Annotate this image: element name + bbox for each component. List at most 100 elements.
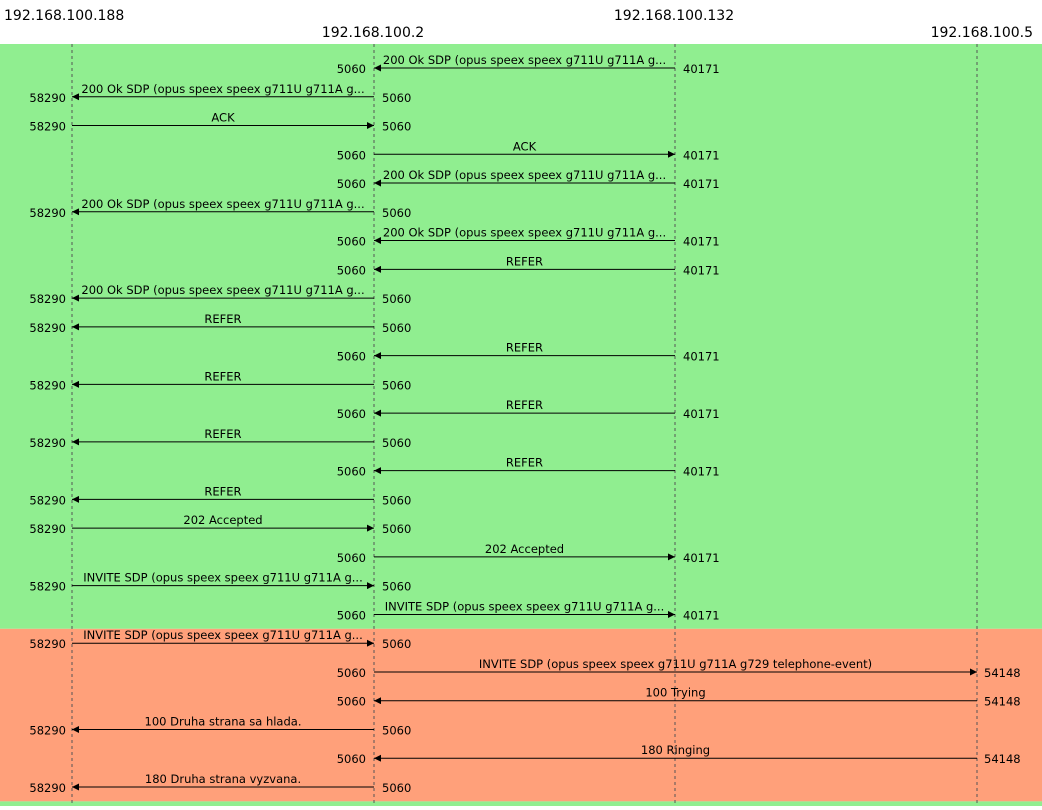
message-label: 180 Druha strana vyzvana. xyxy=(145,772,301,786)
message-row: 200 Ok SDP (opus speex speex g711U g711A… xyxy=(29,283,411,306)
message-row: 100 Trying 54148 5060 xyxy=(337,686,1021,709)
salmon-band xyxy=(0,628,1042,802)
port-label: 5060 xyxy=(337,407,366,421)
port-label: 58290 xyxy=(29,723,66,737)
port-label: 5060 xyxy=(382,493,411,507)
port-label: 5060 xyxy=(382,637,411,651)
message-row: 180 Ringing 54148 5060 xyxy=(337,743,1021,766)
message-label: 100 Druha strana sa hlada. xyxy=(145,714,302,728)
message-row: REFER 40171 5060 xyxy=(337,456,720,479)
port-label: 40171 xyxy=(683,62,720,76)
message-row: 180 Druha strana vyzvana. 5060 58290 xyxy=(29,772,411,795)
port-label: 5060 xyxy=(382,321,411,335)
port-label: 5060 xyxy=(337,608,366,622)
port-label: 58290 xyxy=(29,292,66,306)
message-row: 100 Druha strana sa hlada. 5060 58290 xyxy=(29,714,411,737)
port-label: 5060 xyxy=(382,91,411,105)
message-row: INVITE SDP (opus speex speex g711U g711A… xyxy=(29,571,411,594)
host-label-2: 192.168.100.2 xyxy=(322,25,424,41)
message-row: REFER 40171 5060 xyxy=(337,398,720,421)
port-label: 5060 xyxy=(337,235,366,249)
port-label: 5060 xyxy=(382,292,411,306)
message-label: INVITE SDP (opus speex speex g711U g711A… xyxy=(83,571,362,585)
message-row: 202 Accepted 5060 40171 xyxy=(337,542,720,565)
message-row: REFER 5060 58290 xyxy=(29,369,411,392)
message-label: ACK xyxy=(513,139,537,153)
message-row: REFER 5060 58290 xyxy=(29,484,411,507)
port-label: 40171 xyxy=(683,235,720,249)
message-label: REFER xyxy=(204,369,241,383)
message-row: REFER 40171 5060 xyxy=(337,254,720,277)
port-label: 58290 xyxy=(29,206,66,220)
port-label: 54148 xyxy=(984,695,1021,709)
message-label: REFER xyxy=(506,341,543,355)
port-label: 58290 xyxy=(29,522,66,536)
port-label: 40171 xyxy=(683,551,720,565)
port-label: 5060 xyxy=(337,177,366,191)
green-band xyxy=(0,801,1042,806)
port-label: 40171 xyxy=(683,608,720,622)
port-label: 5060 xyxy=(337,148,366,162)
port-label: 5060 xyxy=(382,206,411,220)
port-label: 40171 xyxy=(683,465,720,479)
message-row: 200 Ok SDP (opus speex speex g711U g711A… xyxy=(337,226,720,249)
message-row: 200 Ok SDP (opus speex speex g711U g711A… xyxy=(337,168,720,191)
port-label: 58290 xyxy=(29,637,66,651)
message-label: 200 Ok SDP (opus speex speex g711U g711A… xyxy=(81,82,364,96)
message-row: INVITE SDP (opus speex speex g711U g711A… xyxy=(337,657,1021,680)
port-label: 5060 xyxy=(382,378,411,392)
message-label: REFER xyxy=(506,398,543,412)
message-label: 180 Ringing xyxy=(641,743,710,757)
message-row: REFER 5060 58290 xyxy=(29,427,411,450)
message-label: 200 Ok SDP (opus speex speex g711U g711A… xyxy=(383,53,666,67)
message-label: REFER xyxy=(204,312,241,326)
port-label: 40171 xyxy=(683,263,720,277)
port-label: 40171 xyxy=(683,177,720,191)
message-row: INVITE SDP (opus speex speex g711U g711A… xyxy=(29,628,411,651)
message-label: ACK xyxy=(211,111,235,125)
port-label: 5060 xyxy=(337,62,366,76)
host-label-5: 192.168.100.5 xyxy=(931,25,1033,41)
message-row: 200 Ok SDP (opus speex speex g711U g711A… xyxy=(29,197,411,220)
message-label: REFER xyxy=(506,254,543,268)
port-label: 5060 xyxy=(382,723,411,737)
message-label: REFER xyxy=(204,427,241,441)
message-row: REFER 5060 58290 xyxy=(29,312,411,335)
port-label: 54148 xyxy=(984,666,1021,680)
port-label: 5060 xyxy=(382,120,411,134)
port-label: 5060 xyxy=(337,695,366,709)
message-row: ACK 58290 5060 xyxy=(29,111,411,134)
port-label: 40171 xyxy=(683,350,720,364)
port-label: 5060 xyxy=(382,781,411,795)
port-label: 5060 xyxy=(382,580,411,594)
message-label: 200 Ok SDP (opus speex speex g711U g711A… xyxy=(383,226,666,240)
port-label: 5060 xyxy=(337,465,366,479)
port-label: 58290 xyxy=(29,91,66,105)
message-label: INVITE SDP (opus speex speex g711U g711A… xyxy=(479,657,872,671)
port-label: 5060 xyxy=(337,263,366,277)
port-label: 58290 xyxy=(29,378,66,392)
message-label: 202 Accepted xyxy=(485,542,564,556)
port-label: 54148 xyxy=(984,752,1021,766)
message-label: 100 Trying xyxy=(645,686,705,700)
port-label: 58290 xyxy=(29,120,66,134)
message-label: INVITE SDP (opus speex speex g711U g711A… xyxy=(83,628,362,642)
port-label: 5060 xyxy=(337,551,366,565)
port-label: 40171 xyxy=(683,148,720,162)
port-label: 58290 xyxy=(29,321,66,335)
message-label: 202 Accepted xyxy=(183,513,262,527)
host-label-188: 192.168.100.188 xyxy=(4,8,124,24)
message-row: 200 Ok SDP (opus speex speex g711U g711A… xyxy=(337,53,720,76)
message-label: 200 Ok SDP (opus speex speex g711U g711A… xyxy=(81,283,364,297)
host-label-132: 192.168.100.132 xyxy=(614,8,734,24)
port-label: 58290 xyxy=(29,493,66,507)
green-band xyxy=(0,44,1042,629)
port-label: 58290 xyxy=(29,436,66,450)
port-label: 5060 xyxy=(337,752,366,766)
port-label: 5060 xyxy=(382,436,411,450)
message-row: 202 Accepted 58290 5060 xyxy=(29,513,411,536)
message-label: REFER xyxy=(506,456,543,470)
port-label: 58290 xyxy=(29,781,66,795)
message-label: 200 Ok SDP (opus speex speex g711U g711A… xyxy=(81,197,364,211)
